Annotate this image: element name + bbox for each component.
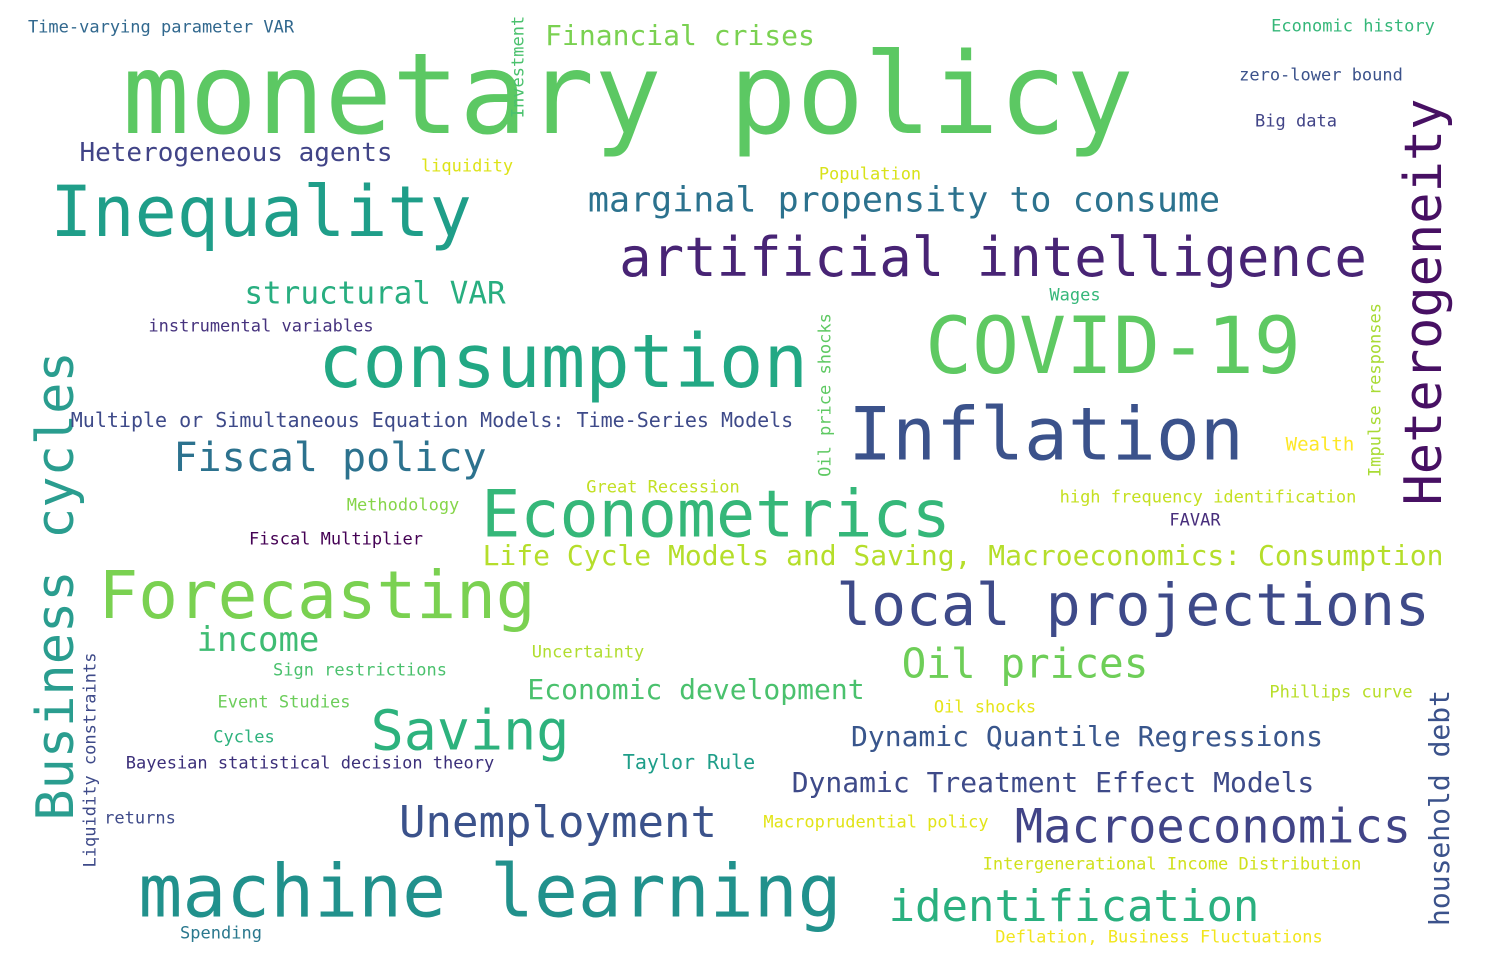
word: structural VAR — [244, 275, 506, 312]
word: zero-lower bound — [1239, 65, 1403, 86]
word: Big data — [1255, 111, 1337, 132]
word: Heterogeneity — [1394, 98, 1454, 506]
word: monetary policy — [122, 30, 1134, 160]
word: Sign restrictions — [273, 660, 447, 681]
word: Intergenerational Income Distribution — [982, 854, 1362, 875]
word: Life Cycle Models and Saving, Macroecono… — [482, 539, 1444, 572]
word: artificial intelligence — [619, 226, 1367, 289]
word: Event Studies — [217, 692, 351, 713]
word: high frequency identification — [1059, 487, 1357, 508]
word: Time-varying parameter VAR — [27, 17, 295, 38]
word: Multiple or Simultaneous Equation Models… — [70, 408, 794, 432]
word: Saving — [370, 698, 570, 763]
word: Economic development — [527, 673, 865, 706]
word: Impulse responses — [1365, 303, 1386, 477]
word: Population — [818, 164, 922, 185]
word: returns — [104, 808, 176, 829]
word: instrumental variables — [148, 316, 374, 337]
word: Inequality — [50, 171, 472, 253]
word: Taylor Rule — [622, 750, 756, 774]
word: Macroeconomics — [1014, 799, 1412, 855]
word: Great Recession — [586, 477, 740, 498]
word: Inflation — [848, 392, 1244, 478]
word: Uncertainty — [531, 642, 645, 663]
word: liquidity — [420, 156, 514, 177]
word: Economic history — [1271, 16, 1435, 37]
word: income — [196, 620, 320, 660]
word: Unemployment — [399, 797, 717, 848]
word: Investment — [508, 15, 529, 119]
word: Forecasting — [98, 557, 536, 634]
word: Dynamic Quantile Regressions — [850, 720, 1324, 753]
word: marginal propensity to consume — [587, 180, 1221, 221]
word: household debt — [1423, 689, 1456, 927]
word: Financial crises — [545, 19, 815, 52]
word: Methodology — [346, 495, 460, 516]
word: Oil prices — [901, 639, 1149, 688]
word: Spending — [180, 923, 262, 944]
word: Phillips curve — [1269, 682, 1413, 703]
word: COVID-19 — [925, 302, 1301, 392]
word: identification — [888, 881, 1260, 932]
word: Econometrics — [481, 477, 951, 553]
word: FAVAR — [1169, 510, 1221, 531]
word: Oil shocks — [933, 697, 1037, 718]
word: Heterogeneous agents — [79, 138, 393, 168]
word: Wealth — [1285, 433, 1355, 456]
word: machine learning — [138, 849, 842, 935]
word: local projections — [836, 571, 1430, 639]
word: Macroprudential policy — [763, 812, 989, 833]
word: Deflation, Business Fluctuations — [995, 927, 1323, 948]
word: Wages — [1049, 285, 1101, 306]
word: Cycles — [213, 727, 275, 748]
word: Oil price shocks — [815, 313, 836, 477]
word: Dynamic Treatment Effect Models — [791, 766, 1315, 799]
word: consumption — [317, 319, 809, 405]
word: Bayesian statistical decision theory — [125, 753, 495, 774]
word: Liquidity constraints — [80, 652, 101, 868]
word: Fiscal policy — [173, 435, 487, 481]
word: Fiscal Multiplier — [249, 529, 423, 550]
